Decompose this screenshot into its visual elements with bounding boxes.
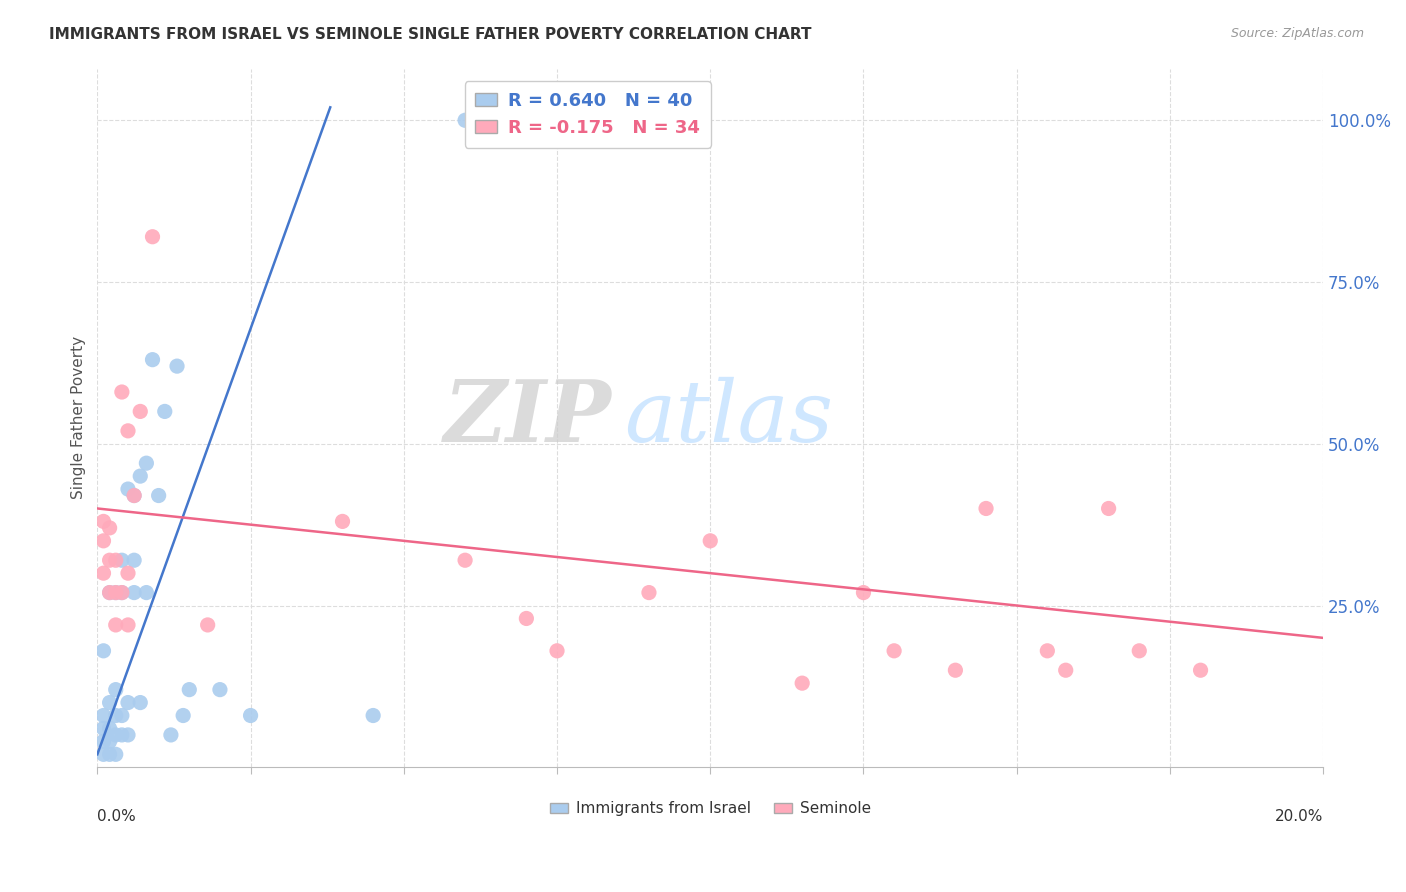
Text: ZIP: ZIP <box>444 376 612 459</box>
Point <box>172 708 194 723</box>
Point <box>454 553 477 567</box>
Point <box>93 747 115 762</box>
Point <box>93 515 115 529</box>
Point <box>111 708 134 723</box>
Point <box>153 404 176 418</box>
Point <box>117 696 139 710</box>
Point <box>1189 663 1212 677</box>
Point <box>239 708 262 723</box>
Point <box>638 585 661 599</box>
Point <box>1128 644 1150 658</box>
Point <box>179 682 201 697</box>
Point <box>135 585 157 599</box>
Point <box>117 482 139 496</box>
Point <box>699 533 721 548</box>
Point <box>117 728 139 742</box>
Point <box>1097 501 1119 516</box>
Point <box>141 352 163 367</box>
Point <box>1054 663 1077 677</box>
Point <box>93 722 115 736</box>
Point <box>361 708 384 723</box>
Point <box>98 722 121 736</box>
Point <box>135 456 157 470</box>
Point <box>117 566 139 581</box>
Point <box>122 553 145 567</box>
Point <box>122 585 145 599</box>
Point <box>98 747 121 762</box>
Point <box>122 489 145 503</box>
Point <box>111 585 134 599</box>
Point <box>117 618 139 632</box>
Point <box>883 644 905 658</box>
Point <box>515 611 537 625</box>
Point <box>129 404 152 418</box>
Point <box>98 734 121 748</box>
Point <box>974 501 997 516</box>
Point <box>546 644 568 658</box>
Legend: Immigrants from Israel, Seminole: Immigrants from Israel, Seminole <box>544 796 877 822</box>
Point <box>104 585 127 599</box>
Point <box>93 533 115 548</box>
Point <box>141 229 163 244</box>
Point <box>104 747 127 762</box>
Point <box>104 682 127 697</box>
Text: atlas: atlas <box>624 376 834 459</box>
Point <box>792 676 814 690</box>
Point <box>104 585 127 599</box>
Point <box>111 728 134 742</box>
Point <box>197 618 219 632</box>
Point <box>98 585 121 599</box>
Point <box>160 728 183 742</box>
Point <box>1036 644 1059 658</box>
Point <box>93 708 115 723</box>
Point <box>166 359 188 373</box>
Text: IMMIGRANTS FROM ISRAEL VS SEMINOLE SINGLE FATHER POVERTY CORRELATION CHART: IMMIGRANTS FROM ISRAEL VS SEMINOLE SINGL… <box>49 27 811 42</box>
Point <box>454 113 477 128</box>
Point <box>852 585 875 599</box>
Text: 0.0%: 0.0% <box>97 809 136 824</box>
Point <box>93 734 115 748</box>
Point <box>93 566 115 581</box>
Text: 20.0%: 20.0% <box>1275 809 1323 824</box>
Text: Source: ZipAtlas.com: Source: ZipAtlas.com <box>1230 27 1364 40</box>
Point <box>98 585 121 599</box>
Point <box>117 424 139 438</box>
Point <box>104 618 127 632</box>
Point <box>98 553 121 567</box>
Point <box>104 728 127 742</box>
Point <box>332 515 354 529</box>
Point <box>98 521 121 535</box>
Point <box>129 469 152 483</box>
Point <box>129 696 152 710</box>
Point <box>111 553 134 567</box>
Point <box>208 682 231 697</box>
Point <box>98 696 121 710</box>
Point <box>122 489 145 503</box>
Point <box>148 489 170 503</box>
Point <box>111 384 134 399</box>
Point <box>104 553 127 567</box>
Point <box>104 708 127 723</box>
Point <box>945 663 967 677</box>
Y-axis label: Single Father Poverty: Single Father Poverty <box>72 336 86 500</box>
Point <box>111 585 134 599</box>
Point <box>93 644 115 658</box>
